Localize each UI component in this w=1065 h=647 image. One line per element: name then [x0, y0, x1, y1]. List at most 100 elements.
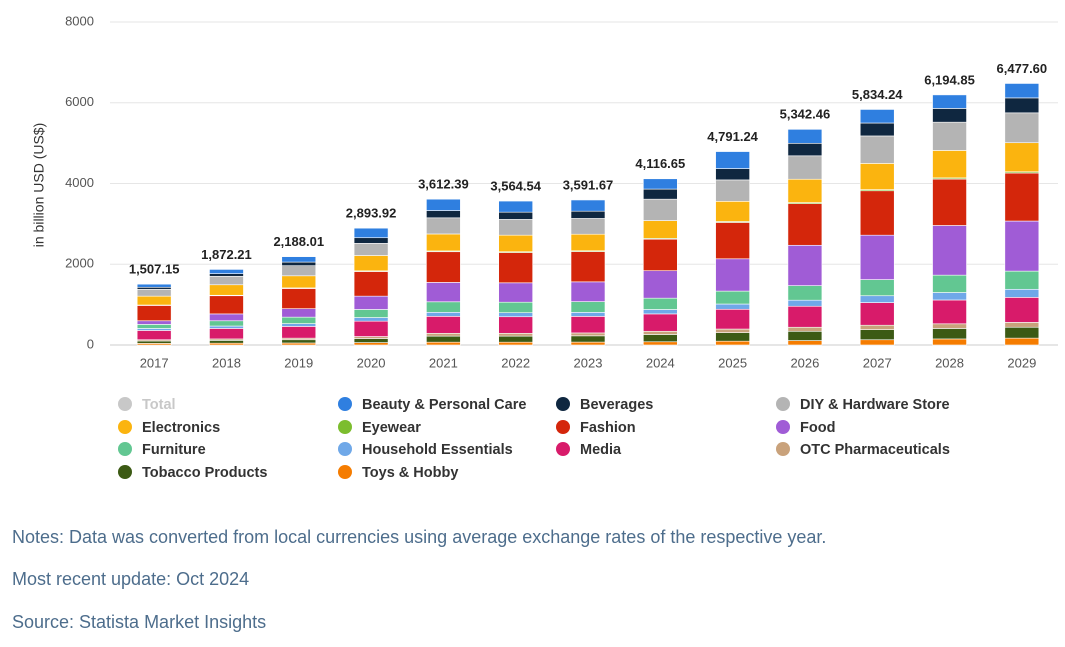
bar-segment	[353, 255, 389, 272]
legend-label[interactable]: Toys & Hobby	[362, 465, 458, 481]
bar-segment	[643, 188, 678, 200]
legend-label[interactable]: Media	[580, 442, 622, 458]
bar-segment	[426, 217, 461, 235]
bar-segment	[859, 302, 895, 326]
legend-marker[interactable]	[118, 420, 132, 434]
bar-segment	[570, 341, 606, 346]
bar-segment	[859, 122, 895, 137]
bar-segment	[498, 312, 533, 318]
y-tick-label: 4000	[65, 175, 94, 190]
x-tick-label: 2020	[357, 355, 386, 370]
bar-segment	[1004, 322, 1040, 328]
bar-segment	[643, 341, 678, 346]
legend-marker[interactable]	[776, 420, 790, 434]
bar-segment	[787, 285, 823, 301]
bar-segment	[136, 324, 172, 329]
bar-segment	[932, 299, 967, 325]
bar-segment	[570, 281, 606, 302]
bar-segment	[281, 275, 317, 289]
legend-marker[interactable]	[118, 397, 132, 411]
bar-segment	[570, 332, 606, 337]
legend-label[interactable]: Beverages	[580, 397, 653, 413]
data-label: 4,116.65	[635, 156, 685, 171]
bar-segment	[209, 275, 244, 286]
x-tick-label: 2017	[140, 355, 169, 370]
bar-segment	[643, 270, 678, 299]
bar-segment	[787, 244, 823, 286]
bar-segment	[281, 339, 317, 344]
legend-label[interactable]: Household Essentials	[362, 442, 513, 458]
bar-segment	[498, 211, 533, 220]
x-tick-label: 2027	[863, 355, 892, 370]
legend-label[interactable]: Total	[142, 397, 176, 413]
bar-segment	[209, 284, 244, 296]
bar-segment	[715, 258, 750, 292]
data-label: 6,194.85	[924, 72, 975, 87]
bar-segment	[498, 335, 533, 343]
legend-marker[interactable]	[118, 465, 132, 479]
bar-segment	[787, 330, 823, 341]
bar-segment	[209, 328, 244, 340]
legend-label[interactable]: Furniture	[142, 442, 206, 458]
legend-marker[interactable]	[338, 442, 352, 456]
legend-marker[interactable]	[556, 420, 570, 434]
legend-marker[interactable]	[776, 442, 790, 456]
bar-segment	[932, 178, 967, 226]
y-tick-label: 8000	[65, 13, 94, 28]
bar-segment	[570, 199, 606, 212]
bar-segment	[715, 179, 750, 202]
bar-segment	[932, 225, 967, 276]
legend-marker[interactable]	[556, 397, 570, 411]
data-label: 1,872.21	[201, 247, 252, 262]
bar-segment	[715, 151, 750, 169]
bar-segment	[715, 290, 750, 305]
legend-marker[interactable]	[776, 397, 790, 411]
bar-segment	[353, 336, 389, 339]
x-tick-label: 2018	[212, 355, 241, 370]
bar-segment	[859, 163, 895, 190]
bar-segment	[932, 94, 967, 109]
bar-segment	[1004, 142, 1040, 173]
bar-segment	[136, 330, 172, 341]
bar-segment	[859, 190, 895, 236]
bar-segment	[136, 283, 172, 288]
bar-segment	[932, 292, 967, 301]
x-tick-label: 2024	[646, 355, 675, 370]
legend-marker[interactable]	[338, 465, 352, 479]
bar-segment	[353, 309, 389, 318]
bar-segment	[643, 238, 678, 272]
bar-segment	[353, 227, 389, 239]
bar-segment	[498, 252, 533, 284]
bar-segment	[932, 150, 967, 179]
bar-segment	[570, 233, 606, 252]
legend-label[interactable]: Electronics	[142, 420, 220, 436]
legend-label[interactable]: OTC Pharmaceuticals	[800, 442, 950, 458]
legend-label[interactable]: Fashion	[580, 420, 636, 436]
legend-marker[interactable]	[338, 397, 352, 411]
bar-segment	[932, 323, 967, 329]
x-tick-label: 2025	[718, 355, 747, 370]
bar-segment	[932, 121, 967, 151]
bar-segment	[353, 338, 389, 343]
legend-label[interactable]: Food	[800, 420, 835, 436]
x-tick-label: 2028	[935, 355, 964, 370]
bar-segment	[281, 342, 317, 346]
bar-segment	[932, 108, 967, 123]
legend-label[interactable]: Eyewear	[362, 420, 421, 436]
bar-segment	[281, 308, 317, 318]
legend-marker[interactable]	[556, 442, 570, 456]
data-label: 5,834.24	[852, 87, 903, 102]
bar-segment	[281, 288, 317, 309]
data-label: 4,791.24	[707, 129, 758, 144]
legend-label[interactable]: DIY & Hardware Store	[800, 397, 950, 413]
legend-label[interactable]: Tobacco Products	[142, 465, 267, 481]
bar-segment	[353, 237, 389, 244]
legend-label[interactable]: Beauty & Personal Care	[362, 397, 526, 413]
bar-segment	[715, 332, 750, 342]
bar-segment	[426, 301, 461, 313]
legend-marker[interactable]	[118, 442, 132, 456]
legend-marker[interactable]	[338, 420, 352, 434]
chart: in billion USD (US$) 0 2000 4000 6000 8000 20…	[31, 13, 1058, 481]
bar-segment	[570, 335, 606, 343]
bar-segment	[1004, 337, 1040, 346]
